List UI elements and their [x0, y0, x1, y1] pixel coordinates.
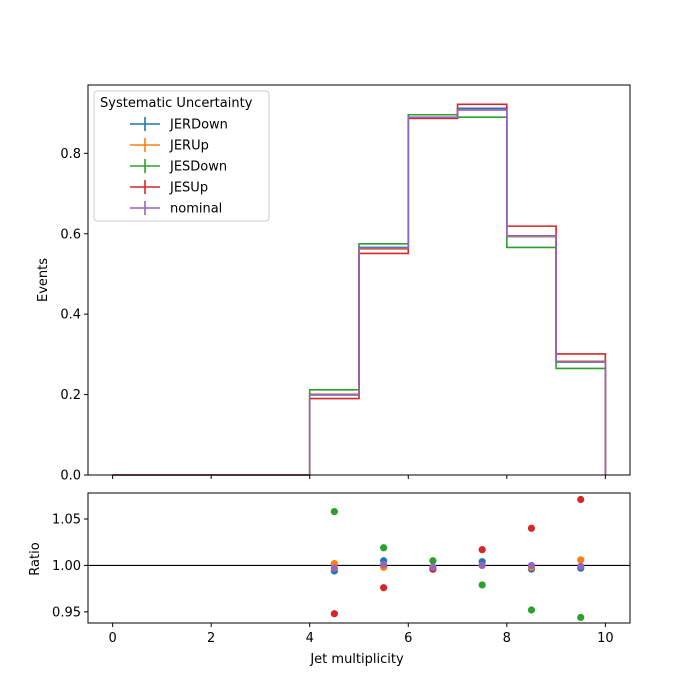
ratio-plot-area	[88, 495, 630, 622]
legend-entry-jesdown: JESDown	[130, 159, 227, 175]
ratio-x-tick-label: 6	[404, 631, 412, 646]
ratio-point-nominal	[429, 563, 437, 571]
main-y-tick-label: 0.6	[60, 227, 81, 242]
main-y-tick-label: 0.2	[60, 388, 81, 403]
legend-label: JERUp	[169, 139, 209, 154]
x-axis-label: Jet multiplicity	[309, 652, 404, 667]
legend: Systematic Uncertainty JERDown JERUp JESDo…	[93, 90, 270, 222]
ratio-point-jesdown	[330, 507, 338, 516]
ratio-point-nominal	[478, 561, 486, 570]
ratio-point-jerup	[577, 556, 585, 564]
ratio-x-tick-label: 4	[306, 631, 314, 646]
ratio-x-tick-label: 0	[108, 631, 116, 646]
ratio-point-jesdown	[429, 557, 437, 565]
main-histogram-panel: 0.0 0.2 0.4 0.6 0.8 Events Systematic Uncert…	[36, 84, 631, 484]
legend-label: JESUp	[169, 181, 208, 196]
ratio-x-tick-label: 10	[597, 631, 614, 646]
ratio-plot-frame	[87, 492, 631, 624]
legend-label: JERDown	[169, 118, 228, 133]
ratio-point-jesup	[527, 524, 536, 532]
ratio-point-jesdown	[478, 581, 486, 589]
legend-entry-jerdown: JERDown	[130, 117, 228, 133]
ratio-point-jesup	[478, 546, 486, 554]
main-y-tick-label: 0.0	[60, 469, 81, 484]
legend-label: nominal	[170, 202, 222, 217]
ratio-point-nominal	[527, 561, 536, 570]
ratio-y-axis-label: Ratio	[28, 542, 43, 575]
main-plot-frame	[87, 84, 631, 476]
ratio-point-jesup	[577, 495, 585, 504]
ratio-point-nominal	[330, 564, 338, 572]
ratio-y-tick-label: 1.05	[52, 513, 81, 528]
legend-entry-jesup: JESUp	[130, 180, 208, 196]
ratio-x-tick-label: 2	[207, 631, 215, 646]
ratio-x-tick-label: 8	[503, 631, 511, 646]
ratio-point-jesup	[380, 584, 388, 592]
legend-entry-jerup: JERUp	[130, 138, 209, 154]
ratio-panel: 0 2 4 6 8 10 0.95 1.00 1.05 Ratio Jet multiplici…	[28, 492, 631, 667]
ratio-axes: 0 2 4 6 8 10 0.95 1.00 1.05	[52, 513, 614, 647]
legend-entry-nominal: nominal	[130, 201, 222, 217]
main-y-tick-label: 0.8	[60, 147, 81, 162]
ratio-point-jesdown	[527, 606, 536, 614]
ratio-point-jesdown	[380, 544, 388, 552]
legend-title: Systematic Uncertainty	[100, 96, 253, 111]
legend-entries: JERDown JERUp JESDown JESUp nominal	[130, 117, 228, 217]
main-axes: 0.0 0.2 0.4 0.6 0.8	[60, 147, 606, 484]
y-axis-label: Events	[36, 258, 51, 302]
ratio-point-nominal	[380, 560, 388, 569]
ratio-y-tick-label: 0.95	[52, 605, 81, 620]
ratio-y-tick-label: 1.00	[52, 559, 81, 574]
ratio-point-nominal	[577, 562, 585, 570]
main-y-tick-label: 0.4	[60, 308, 81, 323]
ratio-point-jesdown	[577, 613, 585, 622]
legend-label: JESDown	[169, 160, 227, 175]
ratio-point-jesup	[330, 610, 338, 618]
